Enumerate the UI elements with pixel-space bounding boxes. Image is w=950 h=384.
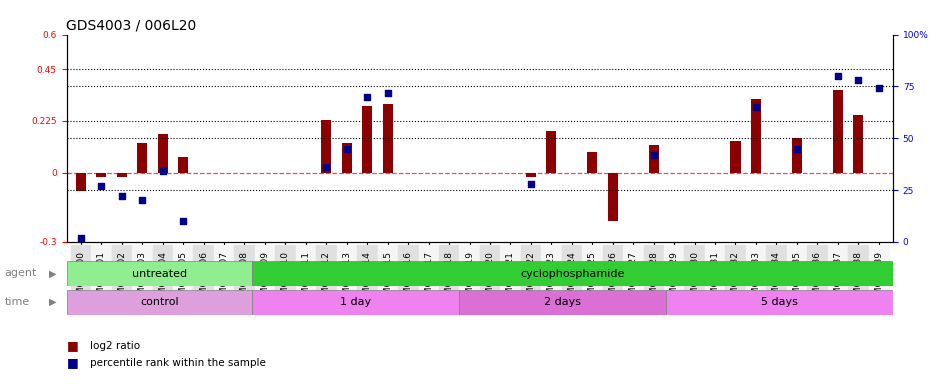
Text: ■: ■	[66, 339, 78, 352]
Bar	[96, 173, 106, 177]
Bar	[158, 134, 168, 173]
Text: cyclophosphamide: cyclophosphamide	[521, 268, 625, 279]
Bar	[342, 143, 352, 173]
Bar	[853, 115, 864, 173]
Point	[73, 235, 88, 241]
FancyBboxPatch shape	[666, 290, 893, 315]
Bar	[117, 173, 127, 177]
Bar	[178, 157, 188, 173]
Point	[360, 94, 375, 100]
FancyBboxPatch shape	[253, 261, 893, 286]
Point	[789, 146, 805, 152]
Bar	[649, 145, 658, 173]
Text: 1 day: 1 day	[340, 297, 371, 308]
Point	[871, 85, 886, 91]
Bar	[791, 138, 802, 173]
Bar	[587, 152, 598, 173]
Point	[94, 183, 109, 189]
Point	[523, 181, 539, 187]
Bar	[383, 104, 392, 173]
Text: percentile rank within the sample: percentile rank within the sample	[90, 358, 266, 368]
Text: ▶: ▶	[49, 268, 57, 278]
Point	[135, 197, 150, 204]
FancyBboxPatch shape	[66, 290, 253, 315]
Bar	[832, 90, 843, 173]
Text: untreated: untreated	[132, 268, 187, 279]
Point	[850, 77, 865, 83]
Point	[318, 164, 333, 170]
FancyBboxPatch shape	[66, 261, 253, 286]
Point	[830, 73, 846, 79]
Bar	[731, 141, 741, 173]
FancyBboxPatch shape	[459, 290, 666, 315]
Point	[749, 104, 764, 110]
Bar	[76, 173, 86, 191]
Text: 2 days: 2 days	[544, 297, 580, 308]
Point	[176, 218, 191, 224]
Bar	[546, 131, 557, 173]
Bar	[525, 173, 536, 177]
Text: ▶: ▶	[49, 297, 57, 307]
Text: 5 days: 5 days	[761, 297, 798, 308]
Bar	[362, 106, 372, 173]
Text: time: time	[5, 297, 30, 307]
Point	[114, 193, 129, 199]
Text: control: control	[141, 297, 179, 308]
Point	[155, 168, 170, 174]
FancyBboxPatch shape	[253, 290, 459, 315]
Text: agent: agent	[5, 268, 37, 278]
Bar	[137, 143, 147, 173]
Bar	[750, 99, 761, 173]
Point	[380, 89, 395, 96]
Bar	[321, 120, 332, 173]
Text: log2 ratio: log2 ratio	[90, 341, 141, 351]
Point	[339, 146, 354, 152]
Text: GDS4003 / 006L20: GDS4003 / 006L20	[66, 18, 197, 32]
Bar	[608, 173, 618, 221]
Text: ■: ■	[66, 356, 78, 369]
Point	[646, 152, 661, 158]
